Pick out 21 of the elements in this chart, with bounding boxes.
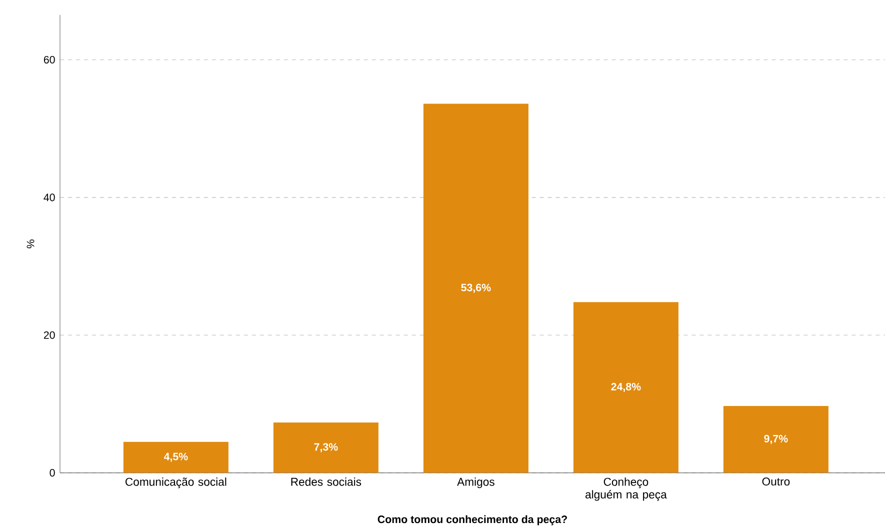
x-tick-label: Outro	[762, 478, 790, 486]
y-tick-label: 60	[44, 56, 55, 64]
y-tick-label: 20	[44, 331, 55, 339]
data-label: 4,5%	[164, 452, 188, 462]
data-label: 9,7%	[764, 434, 788, 444]
bar	[423, 104, 528, 473]
bar	[573, 302, 678, 473]
x-tick-label: Comunicação social	[126, 478, 226, 488]
bar	[123, 442, 228, 473]
y-tick-label: 0	[50, 469, 55, 477]
x-axis-title: Como tomou conhecimento da peça?	[378, 515, 567, 526]
x-tick-label: Redes sociais	[291, 478, 362, 486]
y-tick-label: 40	[44, 194, 55, 202]
data-label: 24,8%	[611, 383, 641, 392]
y-axis-title: %	[26, 240, 34, 248]
bar	[723, 406, 828, 473]
bar	[273, 422, 378, 473]
data-label: 53,6%	[461, 284, 491, 293]
data-label: 7,3%	[314, 443, 338, 452]
x-tick-label: Amigos	[457, 478, 494, 488]
x-tick-label: Conheço alguém na peça	[585, 478, 667, 501]
